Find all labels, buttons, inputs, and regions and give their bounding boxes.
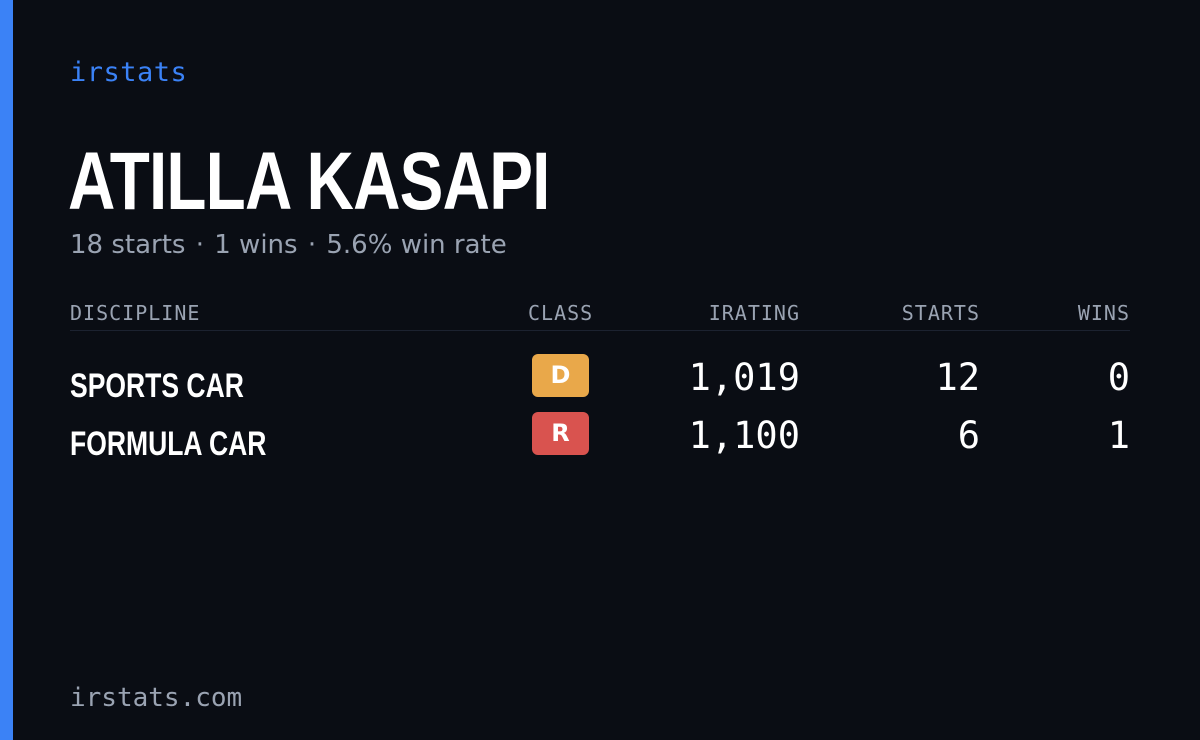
table-header: DISCIPLINE CLASS IRATING STARTS WINS xyxy=(70,298,1130,331)
class-badge: D xyxy=(532,354,589,397)
footer-url: irstats.com xyxy=(70,683,243,713)
header-class: CLASS xyxy=(528,301,594,325)
summary-separator: · xyxy=(307,230,317,260)
row-wins: 1 xyxy=(1107,414,1130,457)
row-discipline: SPORTS CAR xyxy=(70,367,244,405)
row-starts: 12 xyxy=(935,356,980,399)
header-discipline: DISCIPLINE xyxy=(70,301,201,325)
accent-bar xyxy=(0,0,13,740)
summary-win-rate: 5.6% win rate xyxy=(326,230,507,260)
driver-name: ATILLA KASAPI xyxy=(68,136,550,227)
row-discipline: FORMULA CAR xyxy=(70,425,267,463)
row-irating: 1,100 xyxy=(688,414,800,457)
row-starts: 6 xyxy=(957,414,980,457)
row-wins: 0 xyxy=(1107,356,1130,399)
summary-separator: · xyxy=(195,230,204,260)
table-row: FORMULA CAR R 1,100 6 1 xyxy=(70,412,1130,463)
summary-starts: 18 starts xyxy=(70,230,186,260)
brand-logo: irstats xyxy=(70,57,188,88)
header-wins: WINS xyxy=(1077,301,1130,325)
header-starts: STARTS xyxy=(901,301,980,325)
class-badge: R xyxy=(532,412,589,455)
table-row: SPORTS CAR D 1,019 12 0 xyxy=(70,354,1130,405)
driver-summary: 18 starts · 1 wins · 5.6% win rate xyxy=(70,228,507,262)
header-irating: IRATING xyxy=(708,301,800,325)
summary-wins: 1 wins xyxy=(214,230,298,260)
row-irating: 1,019 xyxy=(688,356,800,399)
